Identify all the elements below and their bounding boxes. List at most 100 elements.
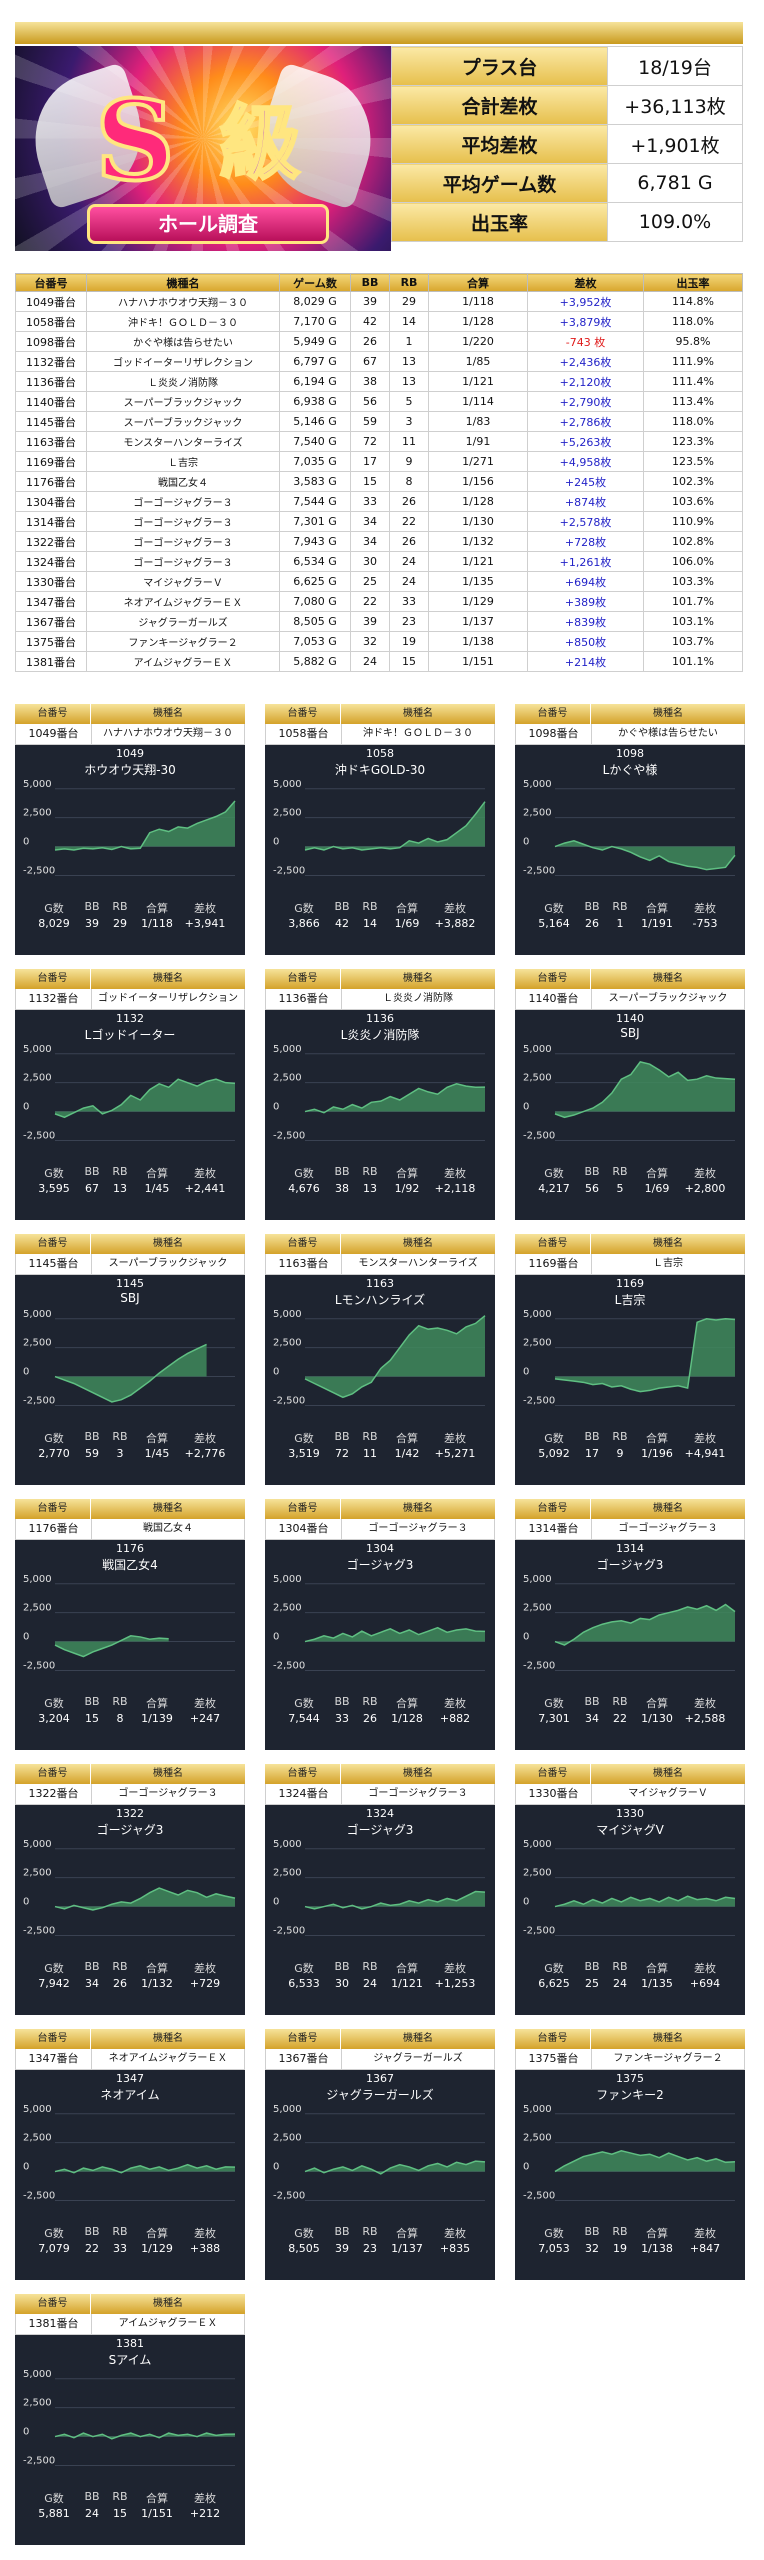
table-row: 1314番台 ゴーゴージャグラー３ 7,301 G 34 22 1/130 +2,578枚 1… — [15, 511, 743, 532]
stat-value: 5,092 — [538, 1447, 570, 1460]
cell-payout: 113.4% — [643, 391, 743, 412]
stat-header-label: 差枚 — [694, 1697, 716, 1710]
series-area — [555, 1061, 735, 1118]
y-tick-label: 2,500 — [273, 1338, 302, 1349]
graph-title: 1136 — [366, 1012, 394, 1025]
stat-value: 38 — [335, 1182, 349, 1195]
diff-chart: 5,000 2,500 0 -2,500 — [273, 1309, 486, 1406]
series-line — [54, 1887, 236, 1911]
cell-diff: +2,786枚 — [527, 411, 644, 432]
graph-panel: 1136 L炎炎ノ消防隊 G数 BB RB 合算 差枚 4,676 38 13 1/92 +2,118… — [265, 1010, 495, 1220]
cell-number: 1140番台 — [15, 391, 87, 412]
stat-header-label: G数 — [294, 2227, 314, 2240]
machine-card: 台番号 機種名 1140番台 スーパーブラックジャック 1140 SBJ G数 BB RB 合算差… — [515, 969, 745, 1220]
cell-number: 1098番台 — [15, 331, 87, 352]
stat-header-label: G数 — [544, 1167, 564, 1180]
stat-value: 1/69 — [644, 1182, 670, 1195]
graph-subtitle: ゴージャグ3 — [596, 1558, 664, 1572]
cell-payout: 106.0% — [643, 551, 743, 572]
summary-stats-table: プラス台 18/19台 合計差枚 +36,113枚 平均差枚 +1,901枚 平均ゲー… — [391, 46, 743, 242]
card-number: 1314番台 — [528, 1522, 579, 1535]
stat-row: 平均差枚 +1,901枚 — [391, 124, 743, 164]
cell-payout: 110.9% — [643, 511, 743, 532]
diff-chart: 5,000 2,500 0 -2,500 — [523, 1839, 736, 1936]
card-info-row: 1314番台 ゴーゴージャグラー３ — [515, 1519, 745, 1540]
stat-value: 7,942 — [38, 1977, 70, 1990]
card-number: 1098番台 — [528, 727, 579, 740]
table-row: 1049番台 ハナハナホウオウ天翔－３０ 8,029 G 39 29 1/118 +3,95… — [15, 291, 743, 312]
cell-model: スーパーブラックジャック — [86, 411, 280, 432]
cell-bb: 24 — [350, 651, 390, 672]
series-line — [554, 1061, 736, 1119]
series-area — [55, 1888, 235, 1911]
graph-panel: 1347 ネオアイム G数 BB RB 合算 差枚 7,079 22 33 1/129 +388 5,0… — [15, 2070, 245, 2280]
card-model: ゴーゴージャグラー３ — [91, 1784, 244, 1804]
stat-value: 1/138 — [641, 2242, 673, 2255]
cell-rb: 3 — [389, 411, 429, 432]
stat-value: +729 — [189, 1977, 221, 1990]
cell-diff: +3,952枚 — [527, 291, 644, 312]
series-area — [305, 801, 485, 851]
stat-row: 合計差枚 +36,113枚 — [391, 85, 743, 125]
card-number: 1322番台 — [28, 1787, 79, 1800]
stat-value: +388 — [189, 2242, 221, 2255]
stat-header-label: BB — [84, 1960, 100, 1973]
card-model: アイムジャグラーＥＸ — [91, 2314, 244, 2334]
cell-bb: 34 — [350, 511, 390, 532]
stat-value: 15 — [113, 2507, 127, 2520]
card-header: 台番号 機種名 — [265, 969, 495, 989]
card-header: 台番号 機種名 — [15, 1499, 245, 1519]
stat-header-label: BB — [84, 900, 100, 913]
stat-value: 39 — [85, 917, 99, 930]
stat-header-label: 差枚 — [194, 902, 216, 915]
stat-header-label: 合算 — [646, 2227, 668, 2240]
series-area — [555, 2150, 735, 2172]
stat-value: 7,079 — [38, 2242, 70, 2255]
cell-combined: 1/128 — [428, 311, 528, 332]
stat-value: 8,505 — [288, 2242, 320, 2255]
col-header-number: 台番号 — [15, 273, 87, 292]
table-row: 1176番台 戦国乙女４ 3,583 G 15 8 1/156 +245枚 102.3% — [15, 471, 743, 492]
stat-value: 3,595 — [38, 1182, 70, 1195]
machine-card: 台番号 機種名 1304番台 ゴーゴージャグラー３ 1304 ゴージャグ3 G数 BB RB 合算… — [265, 1499, 495, 1750]
cell-bb: 15 — [350, 471, 390, 492]
stat-header-label: RB — [362, 1430, 378, 1443]
cell-number: 1367番台 — [15, 611, 87, 632]
table-row: 1098番台 かぐや様は告らせたい 5,949 G 26 1 1/220 -743 枚 95.… — [15, 331, 743, 352]
cell-diff: +874枚 — [527, 491, 644, 512]
card-number: 1367番台 — [278, 2052, 329, 2065]
y-tick-label: 2,500 — [23, 1603, 52, 1614]
diff-chart: 5,000 2,500 0 -2,500 — [523, 1044, 736, 1141]
cell-payout: 111.9% — [643, 351, 743, 372]
card-header-model-label: 機種名 — [340, 2029, 495, 2049]
stat-value: 34 — [585, 1712, 599, 1725]
card-header-number-label: 台番号 — [15, 969, 90, 989]
stat-label: プラス台 — [391, 46, 608, 86]
y-tick-label: 2,500 — [523, 1338, 552, 1349]
stats-header: G数 BB RB 合算 差枚 — [15, 2490, 245, 2506]
series-area — [55, 801, 235, 851]
graph-title: 1330 — [616, 1807, 644, 1820]
cell-combined: 1/91 — [428, 431, 528, 452]
series-line — [554, 839, 736, 871]
stat-header-label: 差枚 — [444, 902, 466, 915]
card-header-number-label: 台番号 — [15, 1499, 90, 1519]
stat-value: 7,544 — [288, 1712, 320, 1725]
stat-header-label: 差枚 — [694, 1167, 716, 1180]
stats-header: G数 BB RB 合算 差枚 — [515, 1695, 745, 1711]
card-model: マイジャグラーＶ — [591, 1784, 744, 1804]
cell-games: 7,053 G — [279, 631, 351, 652]
graph-subtitle: L炎炎ノ消防隊 — [340, 1028, 420, 1042]
stats-header: G数 BB RB 合算 差枚 — [515, 1960, 745, 1976]
stats-values: 4,676 38 13 1/92 +2,118 — [265, 1182, 495, 1195]
y-tick-label: 0 — [23, 837, 29, 848]
graph-subtitle: ネオアイム — [100, 2088, 160, 2102]
stat-header-label: G数 — [544, 1697, 564, 1710]
stat-header-label: 差枚 — [444, 2227, 466, 2240]
card-header: 台番号 機種名 — [515, 969, 745, 989]
card-model: ゴッドイーターリザレクション — [91, 989, 244, 1009]
y-tick-label: 5,000 — [523, 2104, 552, 2115]
y-tick-label: -2,500 — [273, 2190, 305, 2201]
cell-rb: 13 — [389, 351, 429, 372]
graph-panel: 1049 ホウオウ天翔-30 G数 BB RB 合算 差枚 8,029 39 29 1/118 +3,… — [15, 745, 245, 955]
